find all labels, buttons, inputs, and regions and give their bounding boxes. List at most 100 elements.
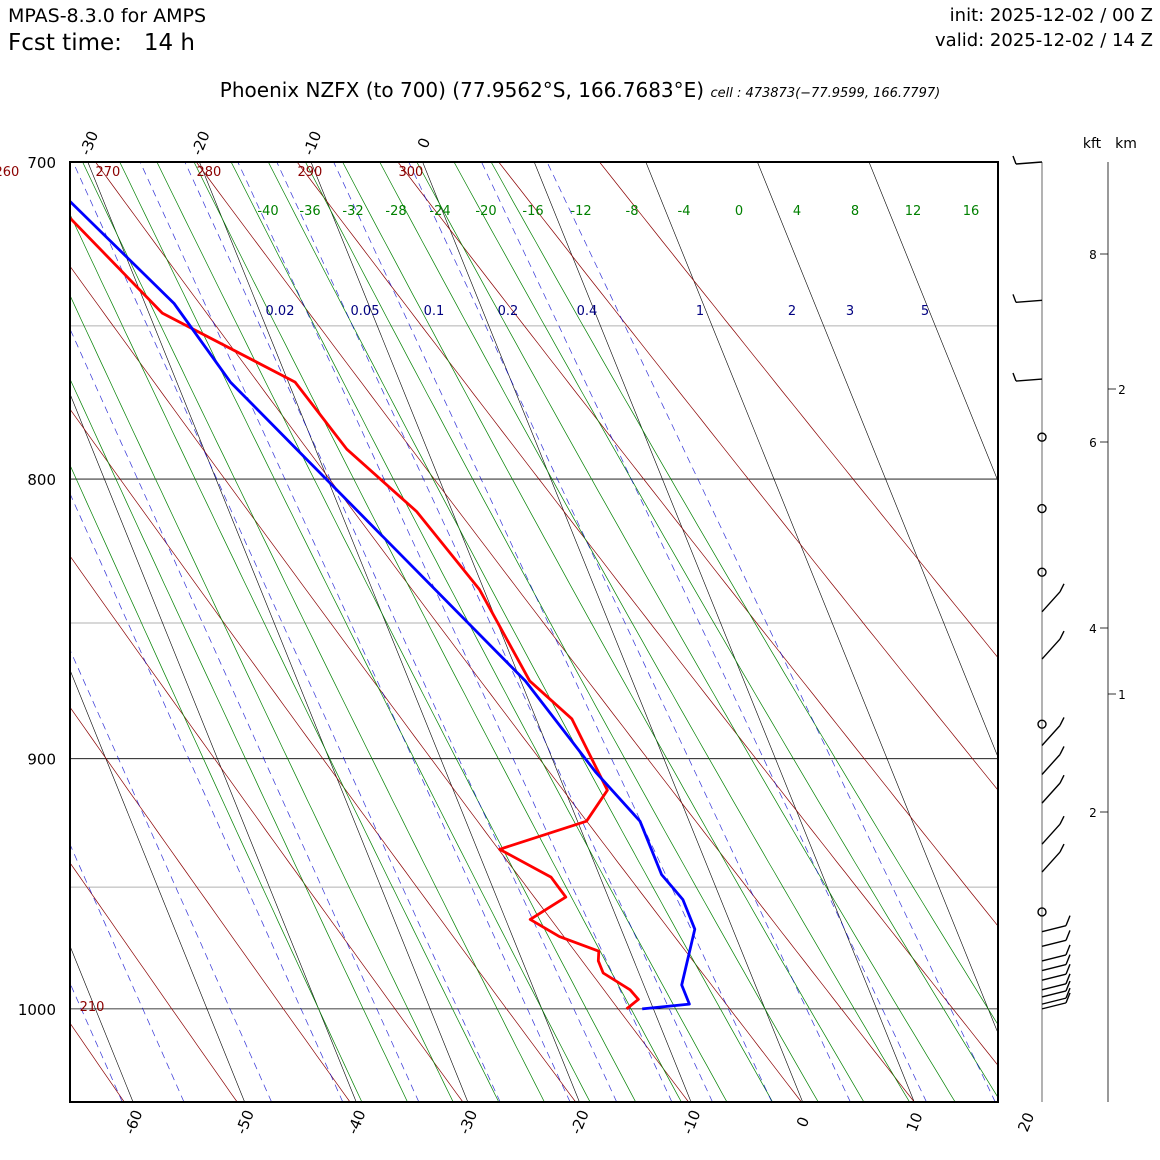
- mixing-ratio-line: [70, 492, 344, 1102]
- mixing-ratio-line: [237, 162, 673, 1102]
- wind-barb: [1012, 155, 1043, 165]
- wind-barb-flag: [1012, 294, 1017, 303]
- side-panel: kft km 2 4 6 8 1 2: [1012, 136, 1137, 1102]
- kft-tick-label: 6: [1089, 436, 1097, 450]
- isotherm-line: [422, 162, 803, 1102]
- moist-adiabat-label: -24: [429, 204, 450, 219]
- wind-barb-shaft: [1041, 782, 1061, 804]
- calm-wind-marker: [1037, 503, 1047, 514]
- moist-adiabat-line: [379, 162, 910, 1102]
- wind-barb-flag: [1059, 815, 1065, 825]
- dry-adiabat-line: [70, 555, 464, 1102]
- moist-adiabat-label: 16: [963, 204, 980, 219]
- moist-adiabat-label: -32: [342, 204, 363, 219]
- moist-adiabat-line: [342, 162, 865, 1102]
- kft-tick-label: 2: [1089, 806, 1097, 820]
- wind-barb-shaft: [1041, 1002, 1067, 1010]
- wind-barb: [1041, 774, 1065, 804]
- station-title: Phoenix NZFX (to 700) (77.9562°S, 166.76…: [219, 78, 705, 102]
- wind-barb: [1041, 915, 1071, 933]
- forecast-time-label: Fcst time:: [8, 30, 122, 56]
- wind-barb-shaft: [1041, 997, 1067, 1005]
- forecast-time: Fcst time: 14 h: [8, 30, 195, 56]
- temperature-tick-label: -20: [567, 1107, 593, 1136]
- temperature-tick-label: 0: [793, 1114, 813, 1130]
- moist-adiabat-label: -20: [475, 204, 496, 219]
- isotherm-line: [70, 945, 134, 1102]
- mixing-ratio-line: [70, 982, 123, 1102]
- wind-barb-flag: [1065, 992, 1071, 1004]
- wind-barb-shaft: [1041, 954, 1067, 962]
- mixing-ratio-label: 0.1: [424, 304, 445, 319]
- moist-adiabat-label: -28: [385, 204, 406, 219]
- wind-barb-flag: [1065, 980, 1071, 992]
- wind-barb: [1041, 717, 1065, 746]
- dry-adiabat-line: [70, 265, 689, 1102]
- mixing-ratio-label: 3: [846, 304, 854, 319]
- temperature-profile: [70, 215, 640, 1010]
- mixing-ratio-line: [333, 162, 773, 1102]
- wind-barb-shaft: [1015, 378, 1043, 382]
- wind-barb-shaft: [1015, 161, 1043, 165]
- dry-adiabat-label: 260: [0, 165, 19, 180]
- isotherm-line: [310, 162, 692, 1102]
- wind-barb: [1041, 963, 1071, 981]
- moist-adiabat-line: [267, 162, 773, 1102]
- moist-adiabat-line: [70, 213, 500, 1102]
- wind-barb-flag: [1059, 843, 1065, 853]
- wind-barb: [1041, 980, 1071, 998]
- temperature-tick-label: -30: [455, 1107, 481, 1136]
- isotherm-top-label: -30: [76, 128, 102, 157]
- mixing-ratio-label: 2: [788, 304, 796, 319]
- dry-adiabat-line: [599, 162, 998, 659]
- pressure-tick-label: 900: [27, 751, 56, 769]
- wind-barb: [1041, 930, 1071, 948]
- wind-barb: [1041, 987, 1071, 1005]
- mixing-ratio-line: [481, 162, 927, 1102]
- wind-barb-flag: [1012, 372, 1017, 382]
- pressure-tick-label: 1000: [18, 1001, 56, 1019]
- wind-barb-flag: [1059, 583, 1065, 593]
- model-label: MPAS-8.3.0 for AMPS: [8, 5, 207, 27]
- temperature-tick-label: -50: [232, 1107, 258, 1136]
- isotherm-line: [757, 162, 998, 758]
- moist-adiabat-label: -4: [678, 204, 691, 219]
- mixing-ratio-label: 0.4: [577, 304, 598, 319]
- wind-barb-flag: [1065, 930, 1071, 941]
- temperature-tick-label: -40: [344, 1107, 370, 1136]
- wind-barb: [1041, 973, 1071, 991]
- forecast-time-value: 14 h: [143, 30, 195, 56]
- wind-barb-shaft: [1041, 924, 1067, 933]
- wind-barb-shaft: [1041, 973, 1067, 981]
- isotherm-line: [533, 162, 915, 1102]
- wind-barb: [1041, 630, 1065, 660]
- moist-adiabat-line: [490, 162, 998, 1026]
- wind-barb-shaft: [1041, 990, 1067, 998]
- mixing-ratio-label: 5: [921, 304, 929, 319]
- moist-adiabat-label: -40: [257, 204, 278, 219]
- mixing-ratio-line: [546, 162, 996, 1102]
- moist-adiabat-label: -8: [626, 204, 639, 219]
- mixing-ratio-label: 0.05: [351, 304, 380, 319]
- mixing-ratio-line: [70, 649, 272, 1102]
- wind-barb-flag: [1065, 973, 1071, 985]
- kft-tick-label: 4: [1089, 622, 1097, 636]
- wind-barb-flag: [1065, 963, 1071, 975]
- pressure-tick-label: 800: [27, 471, 56, 489]
- temperature-tick-label: 20: [1014, 1110, 1038, 1134]
- km-tick-label: 1: [1118, 688, 1126, 702]
- dry-adiabat-label: 290: [297, 165, 322, 180]
- wind-barb: [1012, 372, 1043, 382]
- km-axis-label: km: [1115, 136, 1137, 152]
- moist-adiabat-label: -36: [299, 204, 320, 219]
- isotherm-line: [868, 162, 998, 482]
- mixing-ratio-line: [408, 162, 851, 1102]
- temperature-tick-label: 10: [903, 1110, 927, 1134]
- temperature-tick-label: -10: [678, 1107, 704, 1136]
- wind-barb-flag: [1059, 774, 1065, 784]
- wind-barb-shaft: [1041, 963, 1067, 972]
- isotherm-line: [645, 162, 998, 1034]
- plot-frame: [69, 161, 999, 1103]
- isotherm-top-label: -10: [299, 128, 325, 157]
